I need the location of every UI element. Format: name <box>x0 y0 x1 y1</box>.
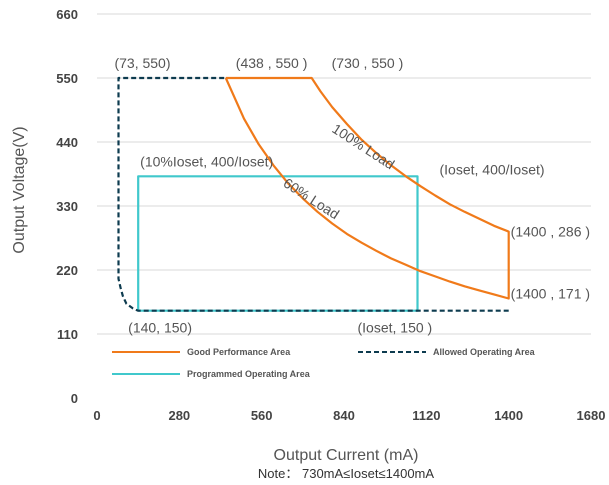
annotation-label: (10%Ioset, 400/Ioset) <box>140 153 273 169</box>
x-tick-label: 280 <box>168 408 190 423</box>
x-tick-labels: 0 280 560 840 1120 1400 1680 <box>93 408 605 423</box>
legend-label: Good Performance Area <box>187 347 291 357</box>
y-tick-label: 660 <box>56 7 78 22</box>
annotation-label: (1400 , 171 ) <box>511 286 590 302</box>
annotation-label: 100% Load <box>329 120 397 172</box>
x-tick-label: 560 <box>251 408 273 423</box>
y-tick-label: 550 <box>56 71 78 86</box>
annotation-labels: (73, 550) (438 , 550 ) (730 , 550 ) (10%Ios… <box>114 55 590 336</box>
legend-label: Allowed Operating Area <box>433 347 536 357</box>
annotation-label: (730 , 550 ) <box>332 55 404 71</box>
x-tick-label: 1120 <box>412 408 440 423</box>
good-performance-arealine <box>224 76 510 300</box>
x-tick-label: 1680 <box>577 408 606 423</box>
y-tick-label: 330 <box>56 199 78 214</box>
x-tick-label: 1400 <box>494 408 523 423</box>
note-text: Note： 730mA≤Ioset≤1400mA <box>258 466 434 481</box>
programmed-operating-arealine <box>137 175 419 312</box>
x-axis-title: Output Current (mA) <box>274 447 419 464</box>
annotation-label: (1400 , 286 ) <box>511 224 590 240</box>
series-layer <box>117 76 510 312</box>
y-axis-title: Output Voltage(V) <box>11 126 28 253</box>
y-tick-label: 440 <box>56 135 78 150</box>
y-tick-label: 110 <box>57 327 78 342</box>
annotation-label: (73, 550) <box>114 55 170 71</box>
x-tick-label: 0 <box>93 408 100 423</box>
legend-label: Programmed Operating Area <box>187 369 311 379</box>
annotation-label: 60% Load <box>281 175 343 223</box>
annotation-label: (Ioset, 400/Ioset) <box>440 161 545 177</box>
y-tick-label: 220 <box>56 263 78 278</box>
x-tick-label: 840 <box>333 408 355 423</box>
legend: Good Performance Area Allowed Operating A… <box>112 347 536 379</box>
annotation-label: (140, 150) <box>128 320 192 336</box>
allowed-operating-arealine <box>117 76 509 312</box>
y-tick-labels: 0 110 220 330 440 550 660 <box>56 7 78 406</box>
annotation-label: (438 , 550 ) <box>236 55 308 71</box>
annotation-label: (Ioset, 150 ) <box>358 320 433 336</box>
y-tick-label: 0 <box>71 391 78 406</box>
